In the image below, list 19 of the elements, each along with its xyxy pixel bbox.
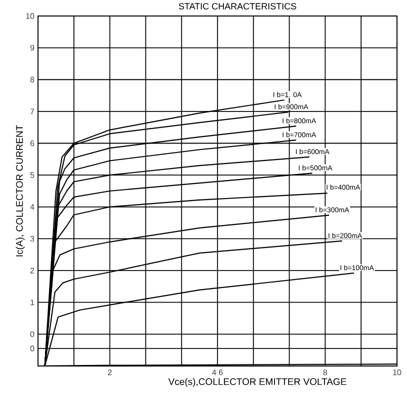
x-tick-label: 2 [108,370,112,376]
y-tick-label: 0 [30,346,34,352]
chart-title: STATIC CHARACTERISTICS [178,3,296,10]
x-tick-label: 4 6 [212,370,223,376]
y-tick-label: 10 [26,13,34,19]
y-tick-label: 2 [30,268,34,274]
x-tick-label: 10 [393,370,402,376]
y-tick-label: 0 [30,331,34,337]
x-tick-label: 8 [323,370,328,376]
y-tick-label: 4 [30,204,34,210]
y-tick-label: 7 [30,108,34,114]
x-axis-title: Vce(s),COLLECTOR EMITTER VOLTAGE [168,378,346,387]
y-tick-label: 8 [30,76,34,82]
y-tick-label: 1 [30,300,34,306]
y-axis-title: Ic(A), COLLECTOR CURRENT [16,125,25,256]
y-tick-label: 9 [30,44,34,51]
y-tick-label: 5 [30,172,34,178]
y-tick-label: 6 [30,140,34,146]
y-tick-label: 3 [30,236,34,242]
